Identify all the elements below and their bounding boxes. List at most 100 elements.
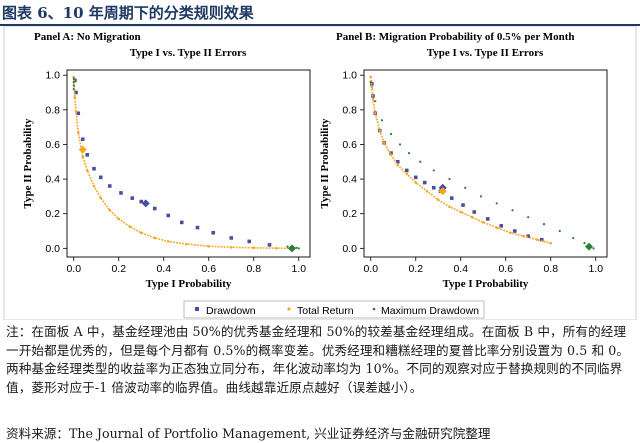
total-return-point [229, 246, 233, 249]
max-drawdown-point [72, 81, 75, 84]
panel-title: Panel B: Migration Probability of 0.5% p… [336, 31, 575, 43]
y-tick-label: 0.0 [45, 243, 60, 255]
legend-drawdown-label: Drawdown [206, 305, 256, 317]
total-return-point [522, 234, 526, 238]
total-return-point [252, 246, 256, 250]
max-drawdown-point [297, 247, 300, 250]
total-return-point [108, 208, 112, 212]
charts-frame [3, 26, 637, 320]
drawdown-point [539, 237, 544, 242]
legend-total-return-label: Total Return [297, 305, 354, 317]
total-return-point [274, 246, 278, 250]
total-return-point [369, 75, 373, 79]
panel-title: Panel A: No Migration [34, 31, 141, 43]
total-return-point [448, 205, 451, 209]
plot-frame [363, 69, 608, 258]
total-return-point [405, 172, 409, 176]
x-tick-label: 0.0 [363, 263, 378, 275]
legend-max-drawdown-marker [372, 307, 376, 311]
legend: Drawdown Total Return Maximum Drawdown [183, 300, 485, 319]
drawdown-point [74, 90, 78, 95]
total-return-point [85, 169, 89, 172]
drawdown-point [211, 230, 216, 235]
total-return-point [396, 163, 400, 167]
y-tick-label: 1.0 [45, 70, 60, 82]
plot-title: Type I vs. Type II Errors [130, 47, 247, 59]
x-tick-label: 0.6 [201, 263, 216, 275]
total-return-point [139, 231, 143, 235]
max-drawdown-point [389, 132, 393, 136]
y-tick-label: 0.2 [342, 208, 357, 220]
total-return-point [72, 75, 76, 79]
threshold-diamond [438, 187, 447, 196]
total-return-point [425, 189, 429, 193]
x-tick-label: 0.4 [156, 263, 171, 275]
x-axis-label: Type I Probability [443, 278, 529, 290]
y-tick-label: 0.4 [45, 174, 60, 186]
figure-note: 注：在面板 A 中，基金经理池由 50%的优秀基金经理和 50%的较差基金经理组… [6, 324, 630, 395]
drawdown-point [422, 180, 427, 185]
total-return-point [81, 155, 85, 158]
drawdown-point [119, 191, 123, 195]
total-return-point [470, 215, 474, 219]
drawdown-point [449, 196, 454, 200]
max-drawdown-point [432, 169, 435, 172]
total-return-point [92, 184, 96, 188]
total-return-point [128, 225, 132, 228]
y-tick-label: 0.8 [342, 104, 357, 116]
total-return-point [153, 236, 157, 240]
drawdown-point [499, 224, 504, 228]
max-drawdown-point [464, 186, 467, 189]
x-tick-label: 0.8 [246, 263, 261, 275]
max-drawdown-point [72, 84, 75, 87]
threshold-diamond [288, 244, 296, 253]
threshold-diamond [585, 242, 593, 251]
max-drawdown-point [583, 242, 586, 245]
drawdown-point [76, 111, 81, 116]
drawdown-point [166, 213, 171, 218]
max-drawdown-point [369, 81, 372, 84]
total-return-point [371, 98, 375, 101]
drawdown-point [80, 137, 85, 142]
legend-max-drawdown-label: Maximum Drawdown [381, 305, 479, 317]
x-tick-label: 0.2 [111, 263, 126, 275]
total-return-point [535, 238, 539, 241]
y-axis-label: Type II Probability [22, 118, 34, 209]
max-drawdown-point [286, 245, 289, 248]
total-return-point [389, 153, 393, 157]
max-drawdown-point [419, 160, 422, 163]
drawdown-point [512, 229, 517, 233]
total-return-point [549, 241, 553, 245]
drawdown-point [431, 185, 436, 190]
max-drawdown-point [448, 177, 451, 181]
x-tick-label: 1.0 [291, 263, 306, 275]
total-return-point [436, 198, 440, 202]
max-drawdown-point [407, 152, 411, 155]
x-axis-label: Type I Probability [146, 278, 232, 290]
total-return-point [184, 242, 188, 246]
y-tick-label: 0.4 [342, 174, 357, 186]
max-drawdown-point [542, 223, 546, 226]
total-return-point [74, 110, 78, 113]
y-tick-label: 0.6 [342, 139, 357, 151]
panel-b: Panel B: Migration Probability of 0.5% p… [319, 31, 608, 290]
max-drawdown-point [374, 100, 377, 103]
drawdown-point [130, 196, 135, 200]
drawdown-point [247, 239, 252, 244]
legend-drawdown-marker [195, 307, 199, 311]
legend-box [183, 300, 485, 319]
drawdown-point [413, 175, 418, 180]
drawdown-point [73, 78, 77, 83]
drawdown-point [179, 220, 184, 225]
legend-total-return-marker [287, 307, 291, 311]
max-drawdown-point [558, 229, 561, 233]
max-drawdown-point [592, 247, 595, 250]
threshold-diamond [78, 145, 87, 154]
charts-area: Panel A: No Migration Type I vs. Type II … [3, 26, 637, 320]
x-tick-label: 0.0 [66, 263, 81, 275]
total-return-curve [72, 76, 293, 250]
drawdown-point [107, 184, 112, 188]
total-return-point [99, 196, 103, 200]
total-return-point [370, 86, 374, 89]
max-drawdown-point [511, 209, 514, 212]
